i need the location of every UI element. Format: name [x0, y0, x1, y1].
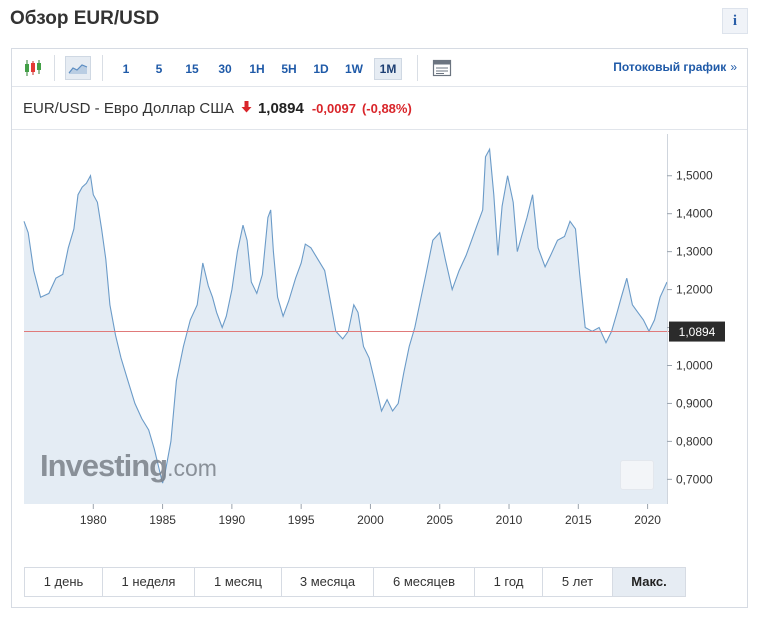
- y-tick-label: 0,9000: [676, 396, 713, 410]
- chart-layout-icon[interactable]: [429, 56, 455, 80]
- candlestick-icon[interactable]: [20, 56, 46, 80]
- timeframe-1w[interactable]: 1W: [345, 62, 363, 76]
- down-arrow-icon: [241, 101, 252, 116]
- x-tick-label: 2010: [496, 513, 523, 527]
- price-chart-svg: 1,50001,40001,30001,20001,10001,00000,90…: [23, 134, 725, 527]
- range-5-years[interactable]: 5 лет: [543, 568, 613, 596]
- y-tick-label: 0,7000: [676, 472, 713, 486]
- x-tick-label: 1985: [149, 513, 176, 527]
- timeframe-5[interactable]: 5: [155, 62, 163, 76]
- x-tick-label: 2015: [565, 513, 592, 527]
- y-tick-label: 1,3000: [676, 245, 713, 259]
- x-tick-label: 2000: [357, 513, 384, 527]
- current-price-tag: [669, 321, 725, 342]
- chart-toolbar: 1 5 15 30 1H 5H 1D 1W 1M Потоковый графи…: [12, 49, 747, 87]
- timeframe-1m[interactable]: 1M: [374, 58, 402, 80]
- series-area: [24, 149, 667, 504]
- x-tick-label: 1980: [80, 513, 107, 527]
- range-6-months[interactable]: 6 месяцев: [374, 568, 475, 596]
- range-1-month[interactable]: 1 месяц: [195, 568, 282, 596]
- chart-overlay-button[interactable]: [620, 460, 654, 490]
- price-change-percent: (-0,88%): [361, 101, 412, 116]
- y-tick-label: 1,2000: [676, 283, 713, 297]
- range-1-week[interactable]: 1 неделя: [103, 568, 195, 596]
- x-tick-label: 2020: [634, 513, 661, 527]
- timeframe-30[interactable]: 30: [218, 62, 232, 76]
- watermark-suffix: .com: [167, 455, 217, 481]
- last-price: 1,0894: [257, 100, 304, 117]
- x-tick-label: 2005: [426, 513, 453, 527]
- streaming-chart-label: Потоковый график: [613, 60, 727, 74]
- info-button[interactable]: i: [722, 8, 748, 34]
- streaming-chart-link[interactable]: Потоковый график»: [613, 60, 737, 74]
- range-1-year[interactable]: 1 год: [475, 568, 543, 596]
- range-max[interactable]: Макс.: [613, 568, 685, 596]
- price-chart[interactable]: 1,50001,40001,30001,20001,10001,00000,90…: [12, 129, 747, 557]
- range-3-months[interactable]: 3 месяца: [282, 568, 374, 596]
- x-tick-label: 1990: [219, 513, 246, 527]
- timeframe-1h[interactable]: 1H: [249, 62, 265, 76]
- price-change: -0,0097: [311, 101, 356, 116]
- x-tick-label: 1995: [288, 513, 315, 527]
- instrument-name: EUR/USD - Евро Доллар США: [23, 100, 234, 117]
- timeframe-1d[interactable]: 1D: [313, 62, 329, 76]
- y-tick-label: 1,4000: [676, 207, 713, 221]
- chart-widget: 1 5 15 30 1H 5H 1D 1W 1M Потоковый графи…: [11, 48, 748, 608]
- timeframe-5h[interactable]: 5H: [281, 62, 297, 76]
- y-tick-label: 1,5000: [676, 169, 713, 183]
- chevron-right-icon: »: [730, 60, 737, 74]
- y-tick-label: 1,0000: [676, 358, 713, 372]
- time-range-selector: 1 день 1 неделя 1 месяц 3 месяца 6 месяц…: [24, 567, 686, 597]
- page-title: Обзор EUR/USD: [10, 8, 160, 29]
- timeframe-1[interactable]: 1: [122, 62, 130, 76]
- timeframe-15[interactable]: 15: [185, 62, 199, 76]
- investing-watermark: Investing.com: [40, 448, 217, 484]
- current-price-label: 1,0894: [679, 325, 716, 339]
- range-1-day[interactable]: 1 день: [25, 568, 103, 596]
- quote-header: EUR/USD - Евро Доллар США 1,0894 -0,0097…: [23, 100, 412, 117]
- watermark-main: Investing: [40, 448, 168, 483]
- y-tick-label: 0,8000: [676, 434, 713, 448]
- area-chart-icon[interactable]: [65, 56, 91, 80]
